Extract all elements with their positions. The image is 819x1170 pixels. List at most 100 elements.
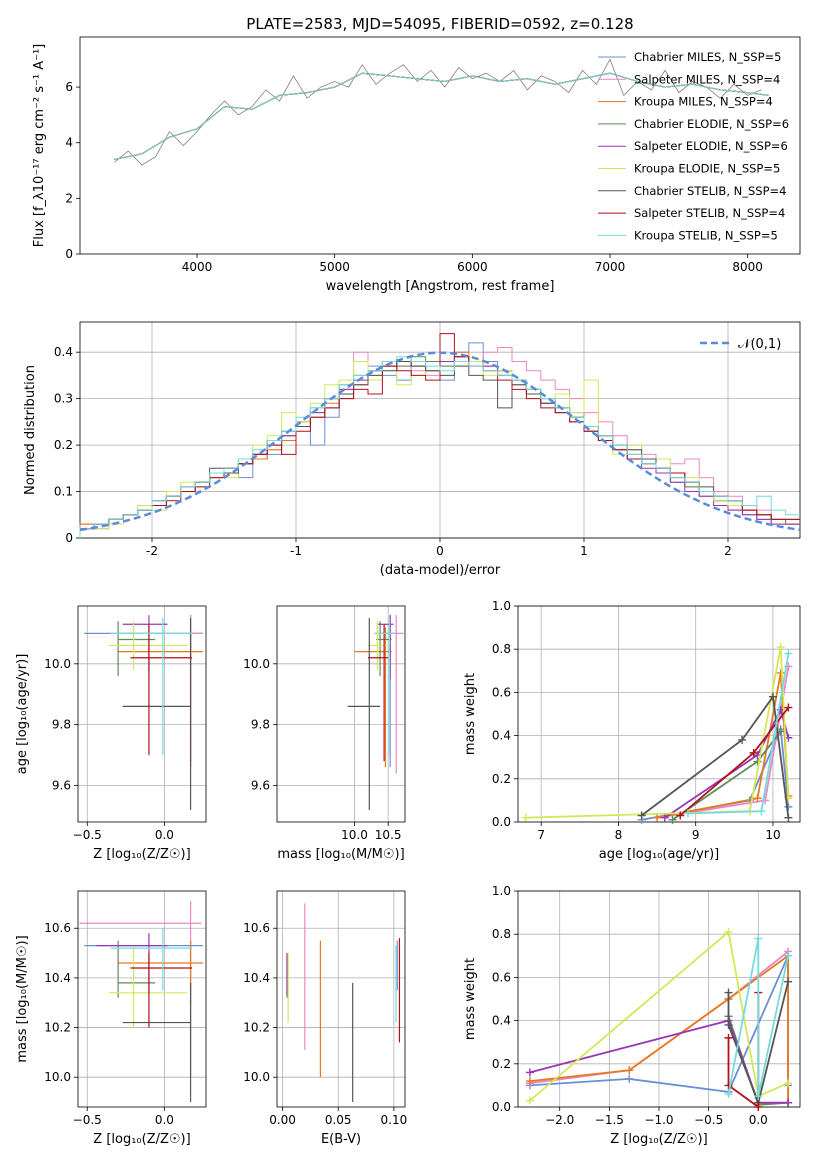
x-tick-label: 10.5 — [375, 828, 402, 842]
x-tick-label: 0.10 — [381, 1113, 408, 1127]
y-tick-label: 10.2 — [243, 1021, 270, 1035]
y-axis-label: mass weight — [463, 958, 478, 1040]
x-axis-label: wavelength [Angstrom, rest frame] — [326, 279, 555, 294]
data-point-marker — [637, 811, 646, 820]
y-tick-label: 0.4 — [54, 345, 73, 359]
x-tick-label: 0.00 — [269, 1113, 296, 1127]
x-tick-label: 8 — [615, 828, 623, 842]
x-tick-label: −1.5 — [595, 1113, 624, 1127]
observed-spectrum-line — [114, 58, 762, 166]
axes-frame — [517, 605, 801, 823]
legend-entry: Kroupa ELODIE, N_SSP=5 — [634, 162, 780, 176]
data-point-marker — [525, 1077, 534, 1086]
data-point-marker — [676, 811, 685, 820]
mass-vs-metallicity-panel: −0.5 0.0 10.0 10.2 10.4 10.6 Z [log₁₀(Z/Z☉)] ma… — [15, 890, 207, 1147]
x-tick-label: 10 — [765, 828, 780, 842]
legend-entry: Chabrier STELIB, N_SSP=4 — [634, 184, 786, 198]
axes-frame — [276, 890, 406, 1108]
y-tick-label: 0.3 — [54, 392, 73, 406]
data-point-marker — [784, 977, 793, 986]
data-point-marker — [784, 703, 793, 712]
data-point-marker — [525, 1068, 534, 1077]
legend-entry: Chabrier MILES, N_SSP=5 — [634, 50, 781, 64]
data-point-marker — [784, 649, 793, 658]
axes-frame — [77, 890, 207, 1108]
age-vs-metallicity-panel: −0.5 0.0 9.6 9.8 10.0 Z [log₁₀(Z/Z☉)] age [log… — [15, 605, 207, 862]
axes-frame — [79, 36, 801, 255]
x-tick-label: −1.0 — [644, 1113, 673, 1127]
mass-vs-extinction-panel: 0.00 0.05 0.10 10.0 10.2 10.4 10.6 E(B-V) — [243, 890, 408, 1147]
legend-entry: Salpeter STELIB, N_SSP=4 — [634, 206, 785, 220]
data-point-marker — [768, 692, 777, 701]
x-tick-label: 10.0 — [341, 828, 368, 842]
residual-histogram-panel: -2 -1 0 1 2 0 0.1 0.2 0.3 0.4 (data-model)/error No… — [23, 321, 801, 578]
model-spectrum-line — [114, 72, 769, 160]
mass-weight-vs-metallicity-panel: −2.0 −1.5 −1.0 −0.5 0.0 0.0 0.2 0.4 0.6 0.8 1.0 Z [… — [463, 884, 801, 1147]
data-point-marker — [754, 1103, 763, 1111]
x-tick-label: 7000 — [595, 260, 626, 274]
x-tick-label: 0.0 — [155, 828, 174, 842]
y-axis-label: age [log₁₀(age/yr)] — [15, 654, 30, 775]
y-tick-label: 10.6 — [243, 921, 270, 935]
x-tick-label: 1 — [580, 544, 588, 558]
legend-entry: Kroupa STELIB, N_SSP=5 — [634, 228, 778, 242]
y-tick-label: 2 — [65, 191, 73, 205]
x-tick-label: -2 — [146, 544, 158, 558]
x-tick-label: 5000 — [319, 260, 350, 274]
y-tick-label: 10.0 — [44, 657, 71, 671]
y-tick-label: 9.8 — [52, 718, 71, 732]
y-tick-label: 10.0 — [243, 1070, 270, 1084]
y-tick-label: 10.0 — [243, 657, 270, 671]
legend-entry: Salpeter ELODIE, N_SSP=6 — [634, 139, 788, 153]
y-tick-label: 4 — [65, 136, 73, 150]
data-point-marker — [724, 1081, 733, 1090]
mass-weight-line — [727, 981, 789, 1106]
legend-entry: Kroupa MILES, N_SSP=4 — [634, 95, 773, 109]
x-tick-label: −0.5 — [73, 828, 102, 842]
y-tick-label: 0.8 — [492, 927, 511, 941]
y-tick-label: 0.4 — [492, 1014, 511, 1028]
y-axis-label: mass weight — [463, 673, 478, 755]
y-tick-label: 10.4 — [243, 971, 270, 985]
y-tick-label: 0.6 — [492, 970, 511, 984]
data-point-marker — [784, 1079, 793, 1088]
x-tick-label: 0.05 — [325, 1113, 352, 1127]
mass-weight-line — [656, 672, 790, 819]
y-tick-label: 0.2 — [492, 772, 511, 786]
y-axis-label: Normed distribution — [23, 365, 38, 495]
y-tick-label: 1.0 — [492, 599, 511, 613]
y-tick-label: 0.1 — [54, 485, 73, 499]
y-axis-label: mass [log₁₀(M/M☉)] — [15, 935, 30, 1062]
data-point-marker — [738, 735, 747, 744]
legend-entry: Chabrier ELODIE, N_SSP=6 — [634, 117, 789, 131]
data-point-marker — [776, 643, 785, 652]
mass-weight-line — [525, 646, 790, 819]
x-axis-label: Z [log₁₀(Z/Z☉)] — [610, 1132, 707, 1147]
y-tick-label: 0.6 — [492, 685, 511, 699]
data-point-marker — [525, 1096, 534, 1105]
data-point-marker — [754, 934, 763, 943]
y-tick-label: 0.4 — [492, 729, 511, 743]
data-point-marker — [625, 1074, 634, 1083]
x-tick-label: 4000 — [182, 260, 213, 274]
data-point-marker — [749, 748, 758, 757]
data-point-marker — [724, 1033, 733, 1042]
legend-entry: Salpeter MILES, N_SSP=4 — [634, 72, 780, 86]
y-tick-label: 0 — [65, 247, 73, 261]
histogram-series — [79, 356, 800, 538]
data-point-marker — [753, 794, 762, 803]
y-axis-label: Flux [f_λ10⁻¹⁷ erg cm⁻² s⁻¹ A⁻¹] — [32, 44, 47, 248]
figure-title: PLATE=2583, MJD=54095, FIBERID=0592, z=0… — [246, 15, 633, 33]
y-tick-label: 1.0 — [492, 884, 511, 898]
x-axis-label: mass [log₁₀(M/M☉)] — [277, 847, 404, 862]
x-tick-label: 2 — [724, 544, 732, 558]
data-point-marker — [784, 1098, 793, 1107]
x-tick-label: −0.5 — [694, 1113, 723, 1127]
x-tick-label: 0.0 — [749, 1113, 768, 1127]
data-point-marker — [784, 802, 793, 811]
y-tick-label: 0.8 — [492, 642, 511, 656]
x-tick-label: −0.5 — [73, 1113, 102, 1127]
data-point-marker — [724, 1090, 733, 1099]
data-point-marker — [776, 668, 785, 677]
